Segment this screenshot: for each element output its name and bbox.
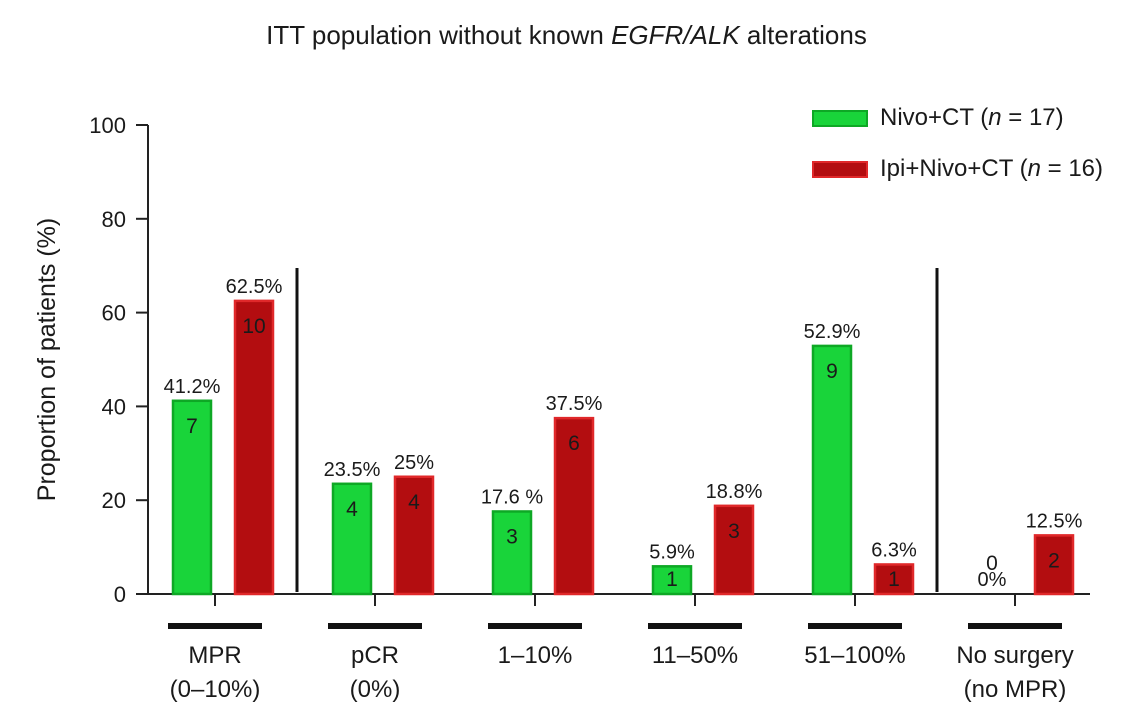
bar (553, 416, 595, 596)
bar-count-label: 4 (408, 491, 420, 514)
title-prefix: ITT population without known (266, 20, 612, 50)
legend-swatch-nivo-ct (812, 109, 868, 127)
x-category-sublabel: (0%) (350, 676, 401, 703)
title-suffix: alterations (739, 20, 867, 50)
x-category-label: MPR (188, 642, 241, 669)
bar-count-label: 4 (346, 498, 358, 521)
y-tick-label: 20 (102, 488, 126, 513)
x-category-label: 51–100% (804, 642, 905, 669)
legend-item-nivo-ct: Nivo+CT (n = 17) (812, 104, 1064, 132)
bar-percent-label: 5.9% (649, 541, 695, 563)
legend-label-ipi-nivo-ct: Ipi+Nivo+CT (n = 16) (880, 155, 1104, 182)
bar-count-label: 3 (506, 525, 518, 548)
bar (1033, 534, 1075, 596)
bar-count-label: 6 (568, 432, 580, 455)
x-category-label: No surgery (956, 642, 1073, 669)
bar-percent-label: 25% (394, 452, 434, 474)
x-category-label: 1–10% (498, 642, 573, 669)
bar (873, 563, 915, 596)
y-axis-label: Proportion of patients (%) (33, 218, 61, 501)
bar-count-label: 9 (826, 360, 838, 383)
bar-percent-label: 18.8% (706, 481, 763, 503)
bar (651, 565, 693, 596)
bar-count-label: 2 (1048, 549, 1060, 572)
y-tick-label: 60 (102, 301, 126, 326)
x-category-label: pCR (351, 642, 399, 669)
bar-percent-label: 62.5% (226, 276, 283, 298)
x-category-sublabel: (no MPR) (964, 676, 1067, 703)
bar-percent-label: 23.5% (324, 459, 381, 481)
x-category-sublabel: (0–10%) (170, 676, 261, 703)
bar (393, 475, 435, 596)
bar-count-label: 3 (728, 520, 740, 543)
bar-percent-label: 52.9% (804, 321, 861, 343)
bar-percent-label: 12.5% (1026, 510, 1083, 532)
legend-label-nivo-ct: Nivo+CT (n = 17) (880, 104, 1064, 131)
bar-count-label: 1 (666, 568, 678, 591)
chart-title: ITT population without known EGFR/ALK al… (0, 20, 1133, 51)
y-tick-label: 0 (114, 582, 126, 607)
bar (171, 399, 213, 596)
bar (811, 344, 853, 596)
bar-count-label: 7 (186, 415, 198, 438)
bar-percent-label: 37.5% (546, 393, 603, 415)
legend-item-ipi-nivo-ct: Ipi+Nivo+CT (n = 16) (812, 155, 1103, 183)
bar-percent-label: 0% (978, 569, 1007, 591)
bar-percent-label: 17.6 % (481, 486, 543, 508)
bar (713, 504, 755, 596)
bar (491, 510, 533, 596)
y-tick-label: 40 (102, 394, 126, 419)
bar-percent-label: 6.3% (871, 539, 917, 561)
bar-percent-label: 41.2% (164, 376, 221, 398)
x-category-label: 11–50% (652, 642, 738, 669)
y-tick-label: 100 (89, 113, 126, 138)
bar (331, 482, 373, 596)
bar-count-label: 10 (242, 315, 265, 338)
bar-count-label: 0 (986, 552, 998, 575)
legend-swatch-ipi-nivo-ct (812, 160, 868, 178)
bar-count-label: 1 (888, 568, 900, 591)
y-tick-label: 80 (102, 207, 126, 232)
title-italic: EGFR/ALK (611, 20, 740, 50)
bar (233, 299, 275, 596)
